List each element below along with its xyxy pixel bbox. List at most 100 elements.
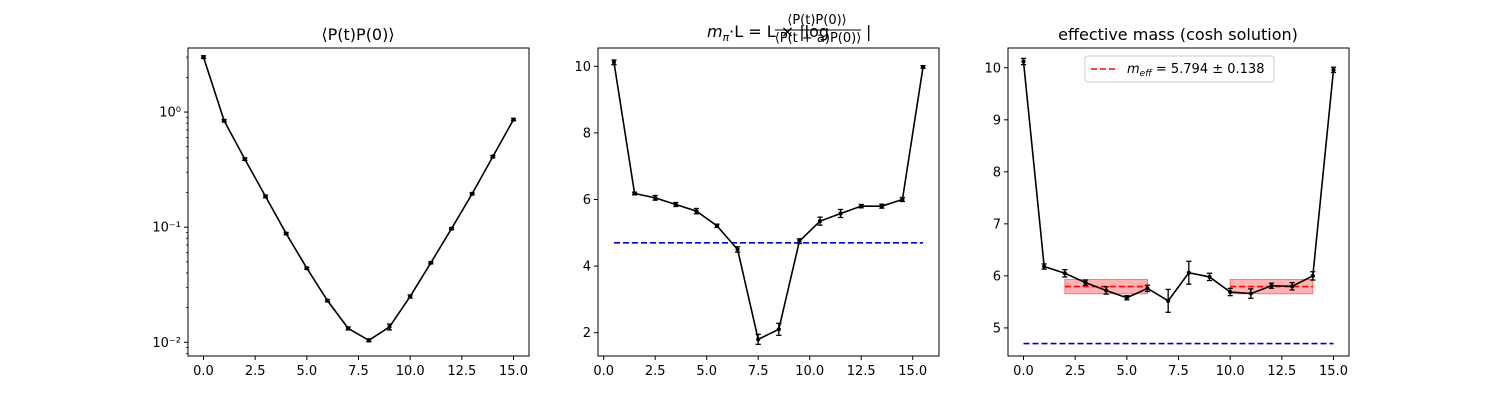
data-point — [611, 60, 617, 65]
plot-frame — [1007, 47, 1350, 357]
data-point — [673, 202, 678, 207]
data-point — [817, 219, 823, 224]
title-fraction: ⟨P(t)P(0)⟩ ⟨P(t + a)P(0)⟩ | — [775, 13, 872, 46]
data-point — [879, 204, 884, 209]
y-tick-label: 7 — [993, 217, 1001, 232]
data-point — [263, 194, 268, 199]
x-tick-label: 5.0 — [296, 364, 317, 379]
x-tick-label: 0.0 — [593, 364, 614, 379]
data-point — [242, 157, 247, 162]
x-tick-label: 2.5 — [1065, 364, 1086, 379]
x-tick-label: 12.5 — [447, 364, 476, 379]
data-point — [1021, 59, 1026, 64]
data-point — [490, 154, 495, 159]
y-tick-label: 9 — [993, 113, 1001, 128]
x-tick-label: 5.0 — [696, 364, 717, 379]
data-point — [1331, 67, 1336, 72]
legend: meff = 5.794 ± 0.138 — [1084, 55, 1275, 83]
panel-title: mπ·L = L × |log — [707, 22, 829, 44]
y-tick-label: 10 — [984, 61, 1001, 76]
data-point — [511, 117, 516, 122]
panel-pion-mass: mπ·L = L × |log ⟨P(t)P(0)⟩ ⟨P(t + a)P(0)… — [574, 13, 940, 379]
data-point — [222, 118, 227, 123]
panel-title: effective mass (cosh solution) — [1058, 25, 1298, 44]
title-fraction-numerator: ⟨P(t)P(0)⟩ — [787, 13, 846, 28]
x-tick-label: 15.0 — [499, 364, 528, 379]
y-tick-label: 8 — [583, 126, 591, 141]
data-point — [776, 327, 781, 332]
x-tick-label: 12.5 — [1267, 364, 1296, 379]
data-point — [1290, 284, 1295, 289]
y-tick-label: 5 — [993, 321, 1001, 336]
data-point — [1166, 298, 1171, 303]
x-tick-label: 5.0 — [1116, 364, 1137, 379]
data-point — [859, 204, 864, 209]
data-point — [408, 294, 413, 299]
data-point — [428, 260, 433, 265]
data-point — [449, 226, 454, 231]
data-point — [1083, 280, 1088, 285]
series-line — [202, 56, 515, 342]
panel-correlator: ⟨P(t)P(0)⟩ 0.0 2.5 5.0 7.5 10.0 12.5 15.0 10⁰ 10… — [152, 25, 530, 379]
x-tick-label: 15.0 — [1319, 364, 1348, 379]
x-tick-label: 2.5 — [645, 364, 666, 379]
y-tick-label: 6 — [993, 269, 1001, 284]
title-abs-bar: | — [866, 22, 871, 41]
data-point — [470, 191, 475, 196]
x-tick-label: 0.0 — [193, 364, 214, 379]
data-point — [366, 338, 371, 343]
data-point — [1062, 271, 1067, 276]
y-tick-label: 8 — [993, 165, 1001, 180]
y-tick-label: 10⁻² — [152, 336, 181, 351]
data-point — [735, 247, 740, 252]
y-tick-label: 2 — [583, 326, 591, 341]
data-point — [1269, 283, 1274, 288]
data-point — [387, 324, 392, 330]
x-tick-label: 7.5 — [348, 364, 369, 379]
data-point — [325, 298, 330, 303]
y-tick-label: 4 — [583, 260, 591, 275]
data-point — [284, 231, 289, 236]
data-point — [346, 326, 351, 331]
plot-frame — [597, 47, 940, 357]
panel-title: ⟨P(t)P(0)⟩ — [321, 25, 394, 44]
series-line — [613, 62, 924, 341]
legend-frame — [1084, 55, 1275, 83]
data-point — [632, 191, 637, 196]
x-tick-label: 7.5 — [748, 364, 769, 379]
series-line — [1022, 61, 1335, 302]
x-tick-label: 15.0 — [898, 364, 927, 379]
data-point — [1186, 270, 1191, 275]
x-tick-label: 10.0 — [795, 364, 824, 379]
data-point — [714, 223, 720, 228]
plot-frame — [187, 47, 530, 357]
x-tick-label: 7.5 — [1168, 364, 1189, 379]
data-point — [1310, 273, 1315, 278]
data-point — [920, 64, 926, 70]
data-point — [1104, 288, 1109, 293]
x-tick-label: 10.0 — [396, 364, 425, 379]
x-tick-label: 0.0 — [1013, 364, 1034, 379]
data-point — [900, 197, 905, 202]
panel-effective-mass: effective mass (cosh solution) 0.0 2.5 5.0… — [984, 25, 1350, 379]
data-point — [1145, 286, 1150, 291]
data-point — [756, 337, 761, 342]
data-point — [201, 55, 206, 60]
data-point — [653, 195, 658, 200]
y-tick-label: 10⁻¹ — [152, 221, 181, 236]
data-point — [694, 209, 699, 214]
data-point — [797, 239, 802, 244]
x-tick-label: 10.0 — [1216, 364, 1245, 379]
y-tick-label: 6 — [583, 193, 591, 208]
x-tick-label: 2.5 — [245, 364, 266, 379]
data-point — [1042, 264, 1047, 269]
y-tick-label: 10 — [574, 60, 591, 75]
y-tick-label: 10⁰ — [159, 106, 181, 121]
data-point — [1207, 274, 1212, 280]
title-fraction-denominator: ⟨P(t + a)P(0)⟩ — [775, 31, 862, 46]
legend-label: meff = 5.794 ± 0.138 — [1127, 62, 1264, 79]
data-point — [304, 266, 309, 271]
data-point — [1124, 295, 1129, 300]
x-tick-label: 12.5 — [847, 364, 876, 379]
